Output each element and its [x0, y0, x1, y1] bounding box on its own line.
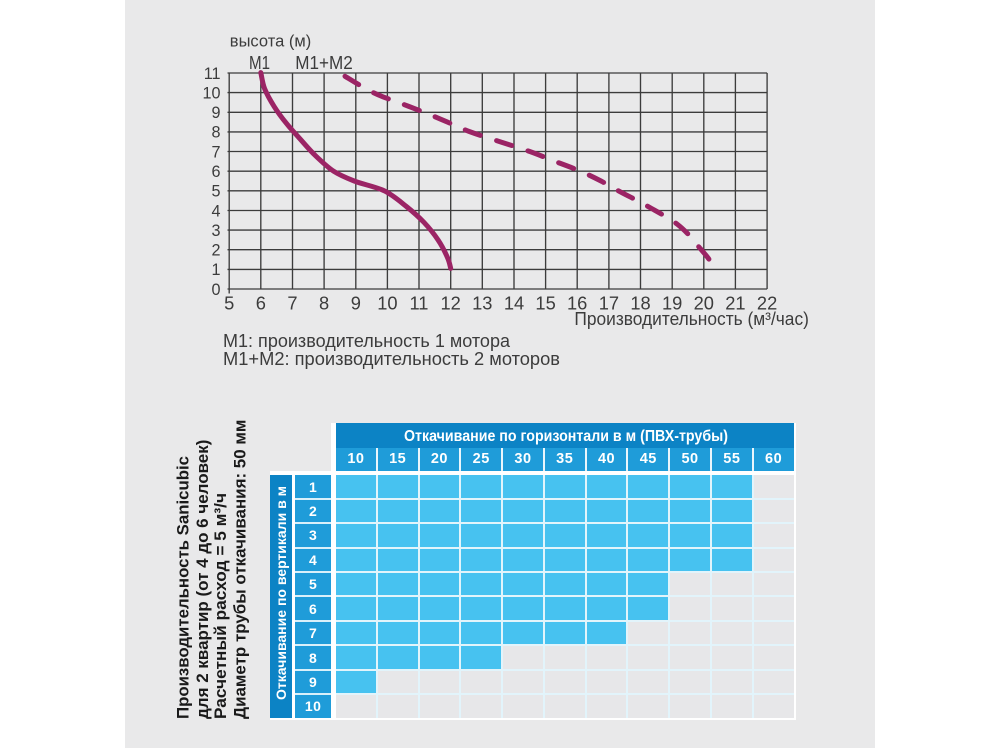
svg-text:M1: M1 [249, 53, 270, 73]
svg-text:M1+M2: M1+M2 [295, 53, 353, 73]
svg-text:6: 6 [256, 293, 266, 314]
svg-text:14: 14 [504, 293, 524, 314]
svg-text:6: 6 [211, 163, 220, 181]
svg-text:10: 10 [377, 293, 397, 314]
svg-text:18: 18 [630, 293, 650, 314]
svg-text:4: 4 [211, 202, 220, 220]
svg-text:для 2 квартир (от 4 до 6 челов: для 2 квартир (от 4 до 6 человек) [193, 440, 212, 719]
svg-text:0: 0 [211, 281, 220, 299]
svg-text:9: 9 [211, 104, 220, 122]
svg-text:17: 17 [599, 293, 619, 314]
svg-text:Диаметр трубы откачивания: 50: Диаметр трубы откачивания: 50 мм [231, 420, 250, 719]
svg-text:19: 19 [662, 293, 682, 314]
svg-text:10: 10 [202, 84, 220, 102]
svg-text:13: 13 [472, 293, 492, 314]
svg-text:М1+М2: производительность 2 мо: М1+М2: производительность 2 моторов [223, 349, 560, 369]
svg-text:9: 9 [351, 293, 361, 314]
svg-text:Производительность (м³/час): Производительность (м³/час) [574, 309, 809, 329]
svg-text:М1: производительность 1 мотор: М1: производительность 1 мотора [223, 331, 511, 351]
svg-text:1: 1 [211, 261, 220, 279]
svg-text:5: 5 [211, 183, 220, 201]
svg-text:20: 20 [694, 293, 714, 314]
svg-text:Расчетный расход = 5 м³/ч: Расчетный расход = 5 м³/ч [211, 493, 230, 719]
svg-text:2: 2 [211, 242, 220, 260]
svg-text:Откачивание по горизонтали в м: Откачивание по горизонтали в м (ПВХ-труб… [404, 428, 728, 445]
svg-text:Производительность Sanicubic: Производительность Sanicubic [174, 456, 193, 719]
svg-text:22: 22 [757, 293, 777, 314]
svg-text:3: 3 [211, 222, 220, 240]
svg-text:16: 16 [567, 293, 587, 314]
svg-text:11: 11 [410, 293, 429, 314]
svg-text:15: 15 [535, 293, 555, 314]
svg-text:8: 8 [211, 124, 220, 142]
svg-text:12: 12 [441, 293, 461, 314]
svg-text:высота (м): высота (м) [230, 33, 311, 51]
svg-text:8: 8 [319, 293, 329, 314]
svg-text:7: 7 [287, 293, 297, 314]
svg-text:7: 7 [211, 143, 220, 161]
svg-text:21: 21 [725, 293, 745, 314]
svg-text:11: 11 [204, 65, 221, 83]
svg-text:Откачивание по вертикали в м: Откачивание по вертикали в м [273, 486, 289, 700]
svg-text:5: 5 [224, 293, 234, 314]
